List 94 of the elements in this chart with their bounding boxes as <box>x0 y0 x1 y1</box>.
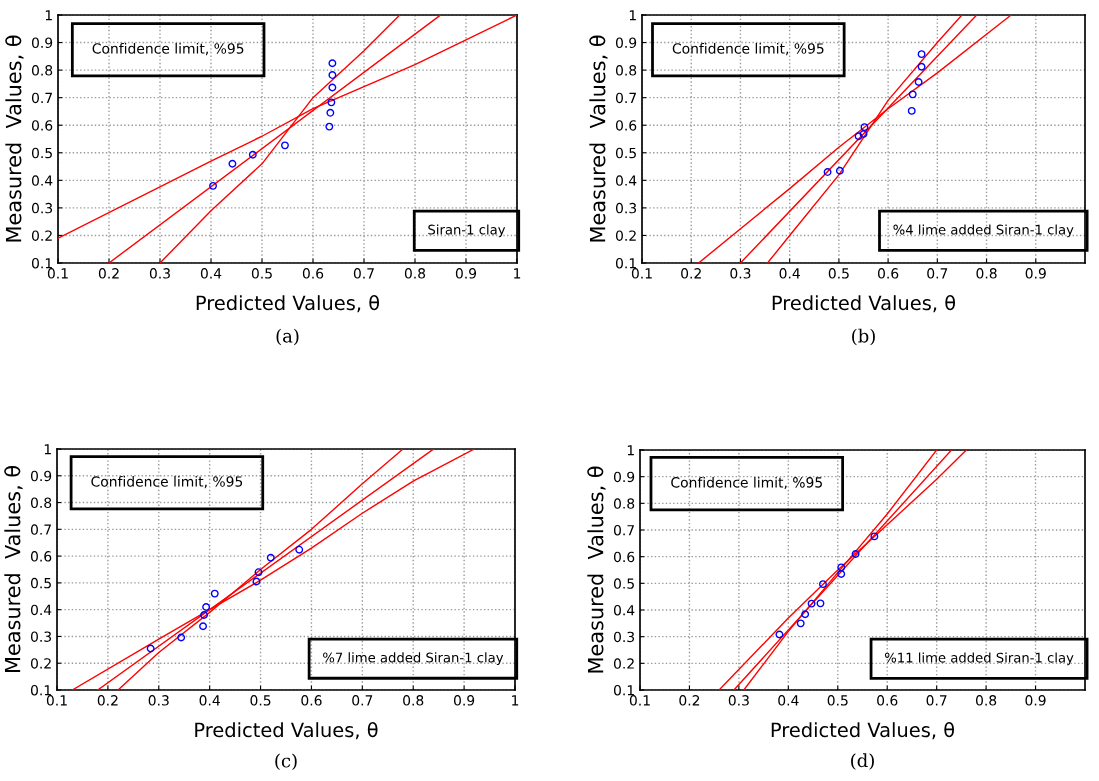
y-tick-label: 0.1 <box>30 684 51 696</box>
y-axis-title: Measured Values, θ <box>4 466 23 672</box>
y-tick-label: 0.4 <box>30 604 52 616</box>
x-tick-label: 1 <box>512 695 519 706</box>
y-tick-label: 0.8 <box>615 65 637 76</box>
y-tick-label: 0.5 <box>615 147 636 159</box>
y-axis-title: Measured Values, θ <box>587 466 606 673</box>
y-tick-label: 0.3 <box>613 631 635 643</box>
x-tick-label: 0.5 <box>827 695 848 706</box>
y-tick-label: 0.2 <box>615 230 636 241</box>
y-tick-label: 1 <box>627 445 634 456</box>
y-tick-label: 0.3 <box>30 631 52 642</box>
x-tick-label: 0.4 <box>779 268 800 279</box>
y-tick-label: 0.9 <box>615 37 637 49</box>
y-tick-label: 0.6 <box>613 551 635 563</box>
x-tick-label: 0.4 <box>200 268 222 279</box>
y-tick-label: 0.8 <box>30 497 52 509</box>
x-tick-label: 0.3 <box>730 268 751 279</box>
x-tick-label: 0.9 <box>455 268 477 279</box>
y-tick-label: 0.5 <box>31 147 52 159</box>
annotation: %11 lime added Siran-1 clay <box>884 652 1074 666</box>
y-tick-label: 0.5 <box>613 578 634 589</box>
x-tick-label: 0.3 <box>148 695 169 706</box>
text: (d) <box>851 753 874 770</box>
x-tick-label: 0.2 <box>98 268 119 279</box>
y-tick-label: 0.7 <box>31 92 52 104</box>
y-axis-title: Measured Values, θ <box>5 35 24 242</box>
annotation: Confidence limit, %95 <box>672 43 824 56</box>
y-tick-label: 0.4 <box>615 175 637 186</box>
y-tick-label: 0.1 <box>31 257 52 269</box>
x-tick-label: 0.2 <box>679 695 700 706</box>
x-tick-label: 0.7 <box>926 695 947 706</box>
x-tick-label: 0.3 <box>728 695 749 706</box>
annotation: Siran-1 clay <box>428 224 506 238</box>
x-tick-label: 0.6 <box>301 695 322 706</box>
annotation: Confidence limit, %95 <box>91 476 243 489</box>
y-tick-label: 0.9 <box>31 37 53 49</box>
y-tick-label: 0.7 <box>615 92 636 104</box>
y-tick-label: 1 <box>45 10 52 21</box>
annotation: %4 lime added Siran-1 clay <box>893 224 1074 238</box>
text: (c) <box>275 753 297 771</box>
y-tick-label: 0.1 <box>613 684 634 696</box>
annotation: %7 lime added Siran-1 clay <box>323 652 504 666</box>
annotation: Confidence limit, %95 <box>92 43 244 56</box>
x-tick-label: 0.7 <box>353 268 374 279</box>
x-tick-label: 0.6 <box>877 695 898 706</box>
y-tick-label: 0.2 <box>31 230 52 241</box>
x-tick-label: 0.7 <box>352 695 373 706</box>
y-tick-label: 0.6 <box>615 120 637 131</box>
x-tick-label: 0.2 <box>681 268 701 279</box>
x-tick-label: 0.4 <box>778 695 799 706</box>
x-tick-label: 0.6 <box>302 268 324 279</box>
x-tick-label: 0.4 <box>199 695 220 706</box>
y-tick-label: 0.7 <box>30 524 51 535</box>
x-tick-label: 0.8 <box>975 695 997 706</box>
x-tick-label: 0.5 <box>250 695 271 706</box>
y-tick-label: 0.8 <box>613 498 635 509</box>
x-tick-label: 0.5 <box>828 268 849 279</box>
x-tick-label: 1 <box>514 268 521 279</box>
x-tick-label: 0.9 <box>453 695 475 706</box>
x-tick-label: 0.5 <box>251 268 272 279</box>
y-tick-label: 0.7 <box>613 524 634 536</box>
x-axis-title: Predicted Values, θ <box>196 295 380 313</box>
x-tick-label: 0.9 <box>1025 268 1046 279</box>
x-tick-label: 0.7 <box>927 268 948 279</box>
y-tick-label: 0.9 <box>613 471 635 483</box>
y-tick-label: 0.4 <box>31 175 53 186</box>
x-tick-label: 0.8 <box>403 695 424 706</box>
text: (b) <box>852 328 875 346</box>
y-tick-label: 0.1 <box>615 257 636 269</box>
x-axis-title: Predicted Values, θ <box>771 722 955 740</box>
text: (a) <box>276 328 299 346</box>
y-tick-label: 0.2 <box>613 658 634 669</box>
y-tick-label: 0.2 <box>30 658 51 669</box>
x-tick-label: 0.8 <box>404 268 426 279</box>
y-tick-label: 0.5 <box>30 577 51 589</box>
y-tick-label: 0.9 <box>30 470 52 482</box>
y-axis-title: Measured Values, θ <box>589 35 608 242</box>
y-tick-label: 0.6 <box>30 551 52 562</box>
x-tick-label: 0.2 <box>97 695 118 706</box>
y-tick-label: 0.3 <box>31 202 53 214</box>
y-tick-label: 0.4 <box>613 604 635 616</box>
y-tick-label: 1 <box>44 444 51 455</box>
x-tick-label: 0.3 <box>149 268 170 279</box>
y-tick-label: 1 <box>629 10 636 21</box>
x-tick-label: 0.6 <box>877 268 899 279</box>
y-tick-label: 0.6 <box>31 120 53 131</box>
annotation: Confidence limit, %95 <box>671 476 822 490</box>
y-tick-label: 0.8 <box>31 65 53 76</box>
x-tick-label: 0.8 <box>976 268 997 279</box>
x-axis-title: Predicted Values, θ <box>195 722 378 740</box>
x-axis-title: Predicted Values, θ <box>772 295 956 313</box>
y-tick-label: 0.3 <box>615 202 637 214</box>
x-tick-label: 0.9 <box>1025 695 1046 706</box>
